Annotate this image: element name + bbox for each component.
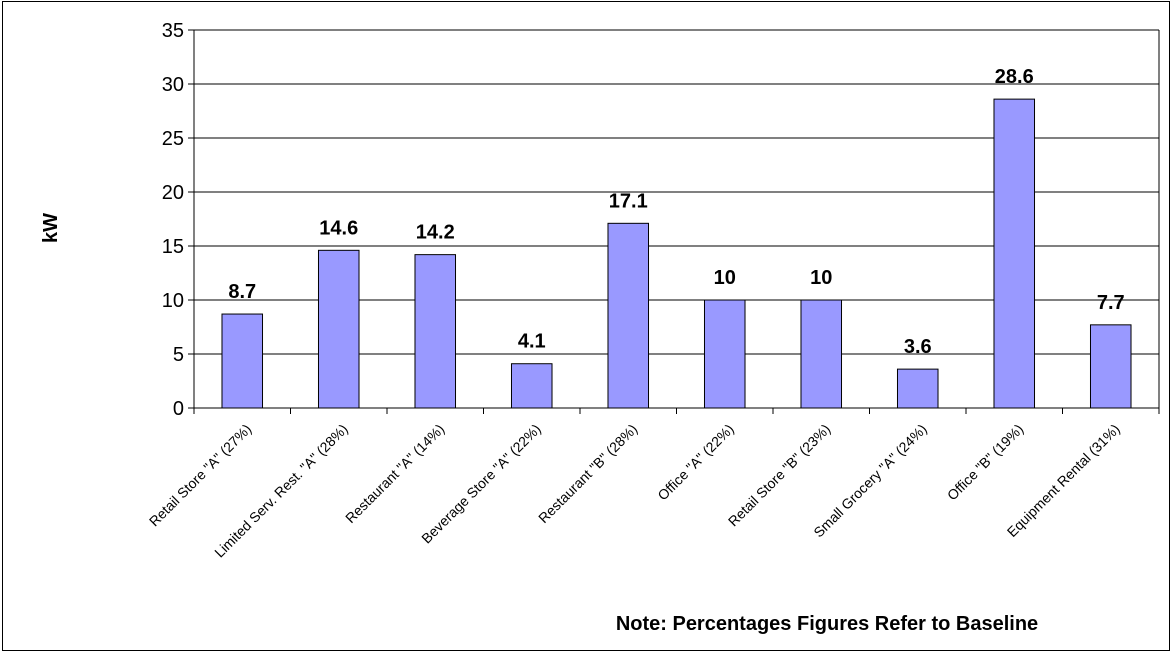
bar — [317, 249, 360, 409]
bar — [993, 98, 1036, 409]
data-label: 28.6 — [995, 66, 1034, 88]
data-label: 14.2 — [416, 222, 455, 244]
y-tick-label: 20 — [162, 182, 184, 204]
y-tick-label: 5 — [173, 344, 184, 366]
data-label: 7.7 — [1097, 292, 1125, 314]
data-label: 3.6 — [904, 336, 932, 358]
bar — [896, 368, 939, 409]
data-label: 8.7 — [228, 281, 256, 303]
bar — [800, 299, 843, 409]
category-label: Restaurant "B" (28%) — [535, 421, 640, 526]
data-label: 17.1 — [609, 190, 648, 212]
category-label: Small Grocery "A" (24%) — [810, 421, 930, 541]
bar — [1089, 324, 1132, 409]
category-label: Equipment Rental (31%) — [1004, 421, 1123, 540]
bar — [607, 222, 650, 409]
y-tick-label: 10 — [162, 290, 184, 312]
category-labels: Retail Store "A" (27%)Limited Serv. Rest… — [146, 421, 1123, 561]
data-label: 14.6 — [319, 217, 358, 239]
bar-chart: 0 5 10 15 20 25 30 35 Retail Store "A" (27%)Lim… — [40, 20, 1160, 635]
y-tick-label: 25 — [162, 128, 184, 150]
y-tick-labels: 0 5 10 15 20 25 30 35 — [162, 20, 184, 420]
bar — [703, 299, 746, 409]
bar — [221, 313, 264, 409]
data-label: 10 — [810, 267, 832, 289]
category-label: Restaurant "A" (14%) — [342, 421, 447, 526]
bar — [414, 254, 457, 409]
y-tick-label: 30 — [162, 74, 184, 96]
y-tick-label: 0 — [173, 398, 184, 420]
category-label: Retail Store "A" (27%) — [146, 421, 255, 530]
data-label: 10 — [714, 267, 736, 289]
y-tick-label: 35 — [162, 20, 184, 42]
category-label: Office "B" (19%) — [944, 421, 1027, 504]
y-axis-title: kW — [40, 213, 62, 243]
axes — [188, 29, 1160, 414]
y-tick-label: 15 — [162, 236, 184, 258]
bars — [221, 98, 1132, 409]
category-label: Retail Store "B" (23%) — [725, 421, 834, 530]
data-labels: 8.7 14.6 14.2 4.1 17.1 10 10 3.6 28.6 7.7 — [228, 66, 1124, 358]
bar — [510, 363, 553, 409]
category-label: Office "A" (22%) — [654, 421, 737, 504]
data-label: 4.1 — [518, 331, 546, 353]
baseline-note: Note: Percentages Figures Refer to Basel… — [616, 613, 1038, 635]
